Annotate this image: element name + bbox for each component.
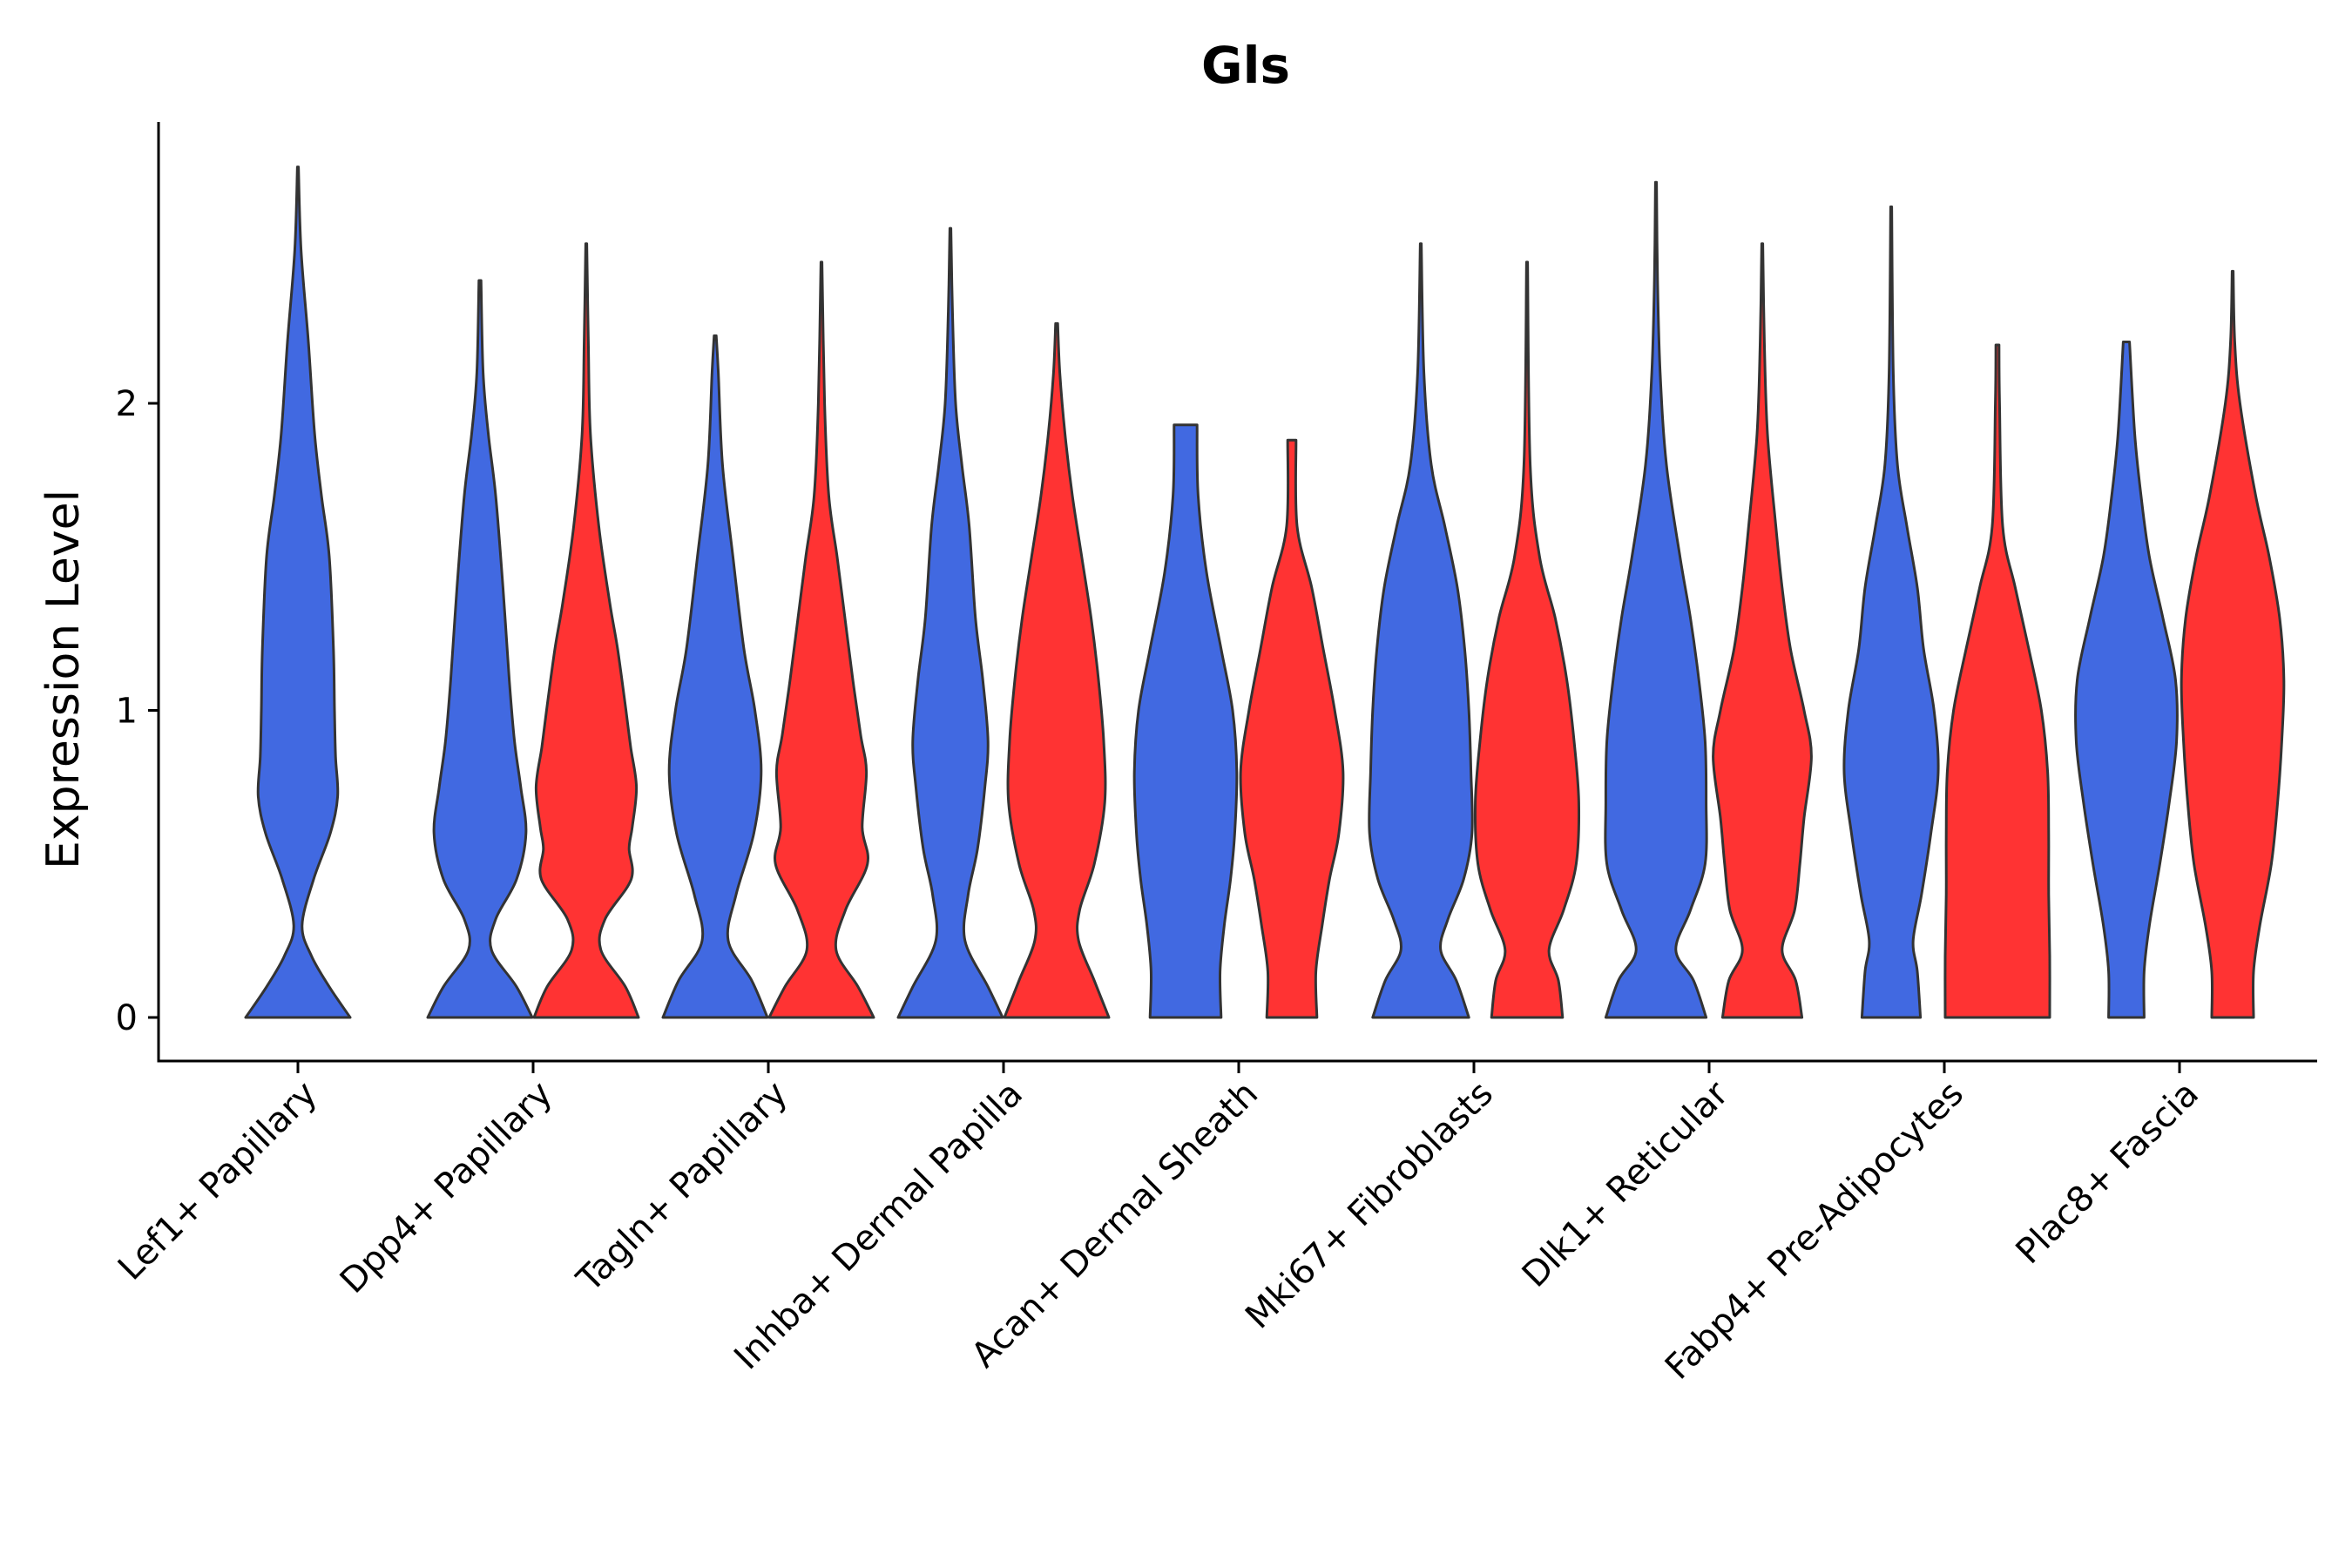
violin-red xyxy=(1003,321,1111,1019)
violin-blue xyxy=(896,226,1004,1019)
x-tick-label: Dlk1+ Reticular xyxy=(1515,1073,1737,1295)
y-axis: 0 1 2 xyxy=(116,122,160,1061)
violin-blue xyxy=(426,279,534,1019)
violin-blue xyxy=(1368,242,1474,1019)
violin-red xyxy=(532,242,640,1019)
violin-blue xyxy=(1132,423,1239,1019)
x-tick-label: Tagln+ Papillary xyxy=(569,1074,795,1301)
violin-red xyxy=(1239,438,1345,1019)
violin-blue xyxy=(244,166,352,1019)
x-tick-label: Dpp4+ Papillary xyxy=(333,1074,560,1301)
x-tick-label: Lef1+ Papillary xyxy=(111,1074,325,1288)
x-tick-label: Mki67+ Fibroblasts xyxy=(1238,1074,1501,1337)
violin-red xyxy=(1473,260,1581,1019)
violin-blue xyxy=(1842,205,1940,1019)
plot-area xyxy=(244,166,2286,1019)
y-tick-label: 1 xyxy=(116,692,138,732)
chart-title: Gls xyxy=(1201,36,1290,95)
y-tick-label: 0 xyxy=(116,998,138,1038)
violin-red xyxy=(1712,242,1813,1019)
violin-blue xyxy=(2074,341,2179,1019)
y-tick-label: 2 xyxy=(116,384,138,424)
violin-blue xyxy=(661,334,769,1019)
violin-red xyxy=(2180,269,2286,1019)
violin-red xyxy=(767,260,875,1019)
violin-blue xyxy=(1604,180,1708,1019)
violin-red xyxy=(1943,343,2051,1019)
x-axis: Lef1+ Papillary Dpp4+ Papillary Tagln+ Pap… xyxy=(111,1059,2317,1388)
y-axis-label: Expression Level xyxy=(37,490,90,869)
x-tick-label: Plac8+ Fascia xyxy=(2009,1074,2207,1273)
